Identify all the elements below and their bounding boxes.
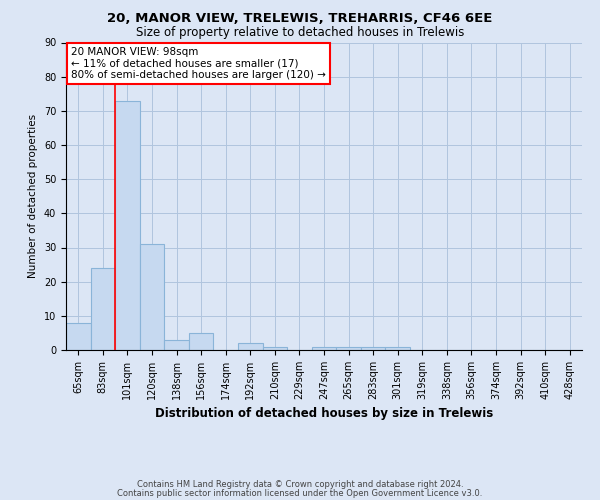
Text: Contains public sector information licensed under the Open Government Licence v3: Contains public sector information licen… [118, 489, 482, 498]
Bar [189, 333, 214, 350]
Bar [115, 100, 140, 350]
Bar [140, 244, 164, 350]
Bar [66, 322, 91, 350]
Bar [164, 340, 189, 350]
Bar [91, 268, 115, 350]
Bar [336, 346, 361, 350]
Text: 20 MANOR VIEW: 98sqm
← 11% of detached houses are smaller (17)
80% of semi-detac: 20 MANOR VIEW: 98sqm ← 11% of detached h… [71, 47, 326, 80]
Bar [263, 346, 287, 350]
Bar [385, 346, 410, 350]
X-axis label: Distribution of detached houses by size in Trelewis: Distribution of detached houses by size … [155, 408, 493, 420]
Y-axis label: Number of detached properties: Number of detached properties [28, 114, 38, 278]
Text: 20, MANOR VIEW, TRELEWIS, TREHARRIS, CF46 6EE: 20, MANOR VIEW, TRELEWIS, TREHARRIS, CF4… [107, 12, 493, 26]
Bar [361, 346, 385, 350]
Bar [312, 346, 336, 350]
Text: Contains HM Land Registry data © Crown copyright and database right 2024.: Contains HM Land Registry data © Crown c… [137, 480, 463, 489]
Text: Size of property relative to detached houses in Trelewis: Size of property relative to detached ho… [136, 26, 464, 39]
Bar [238, 343, 263, 350]
